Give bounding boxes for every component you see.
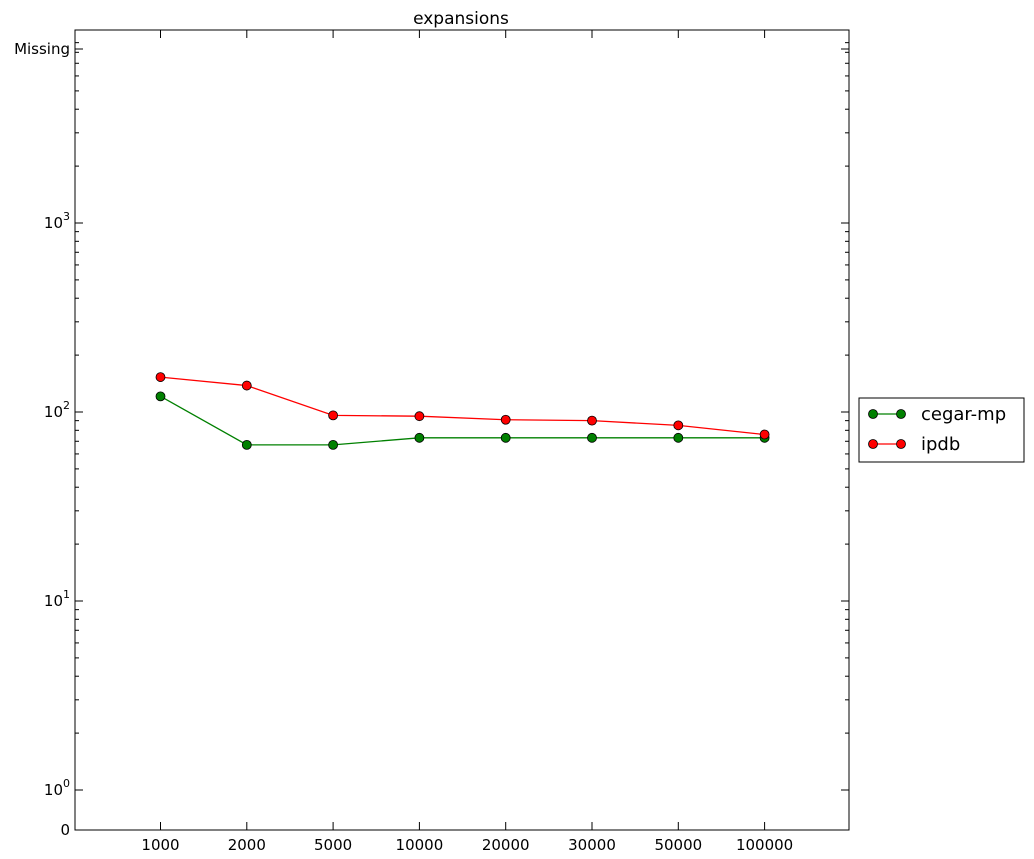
series-layer [155, 372, 770, 450]
data-point-ipdb [328, 410, 339, 421]
legend-marker-ipdb [868, 439, 878, 449]
y-tick-label: 102 [44, 399, 70, 421]
data-point-ipdb [500, 414, 511, 425]
legend-marker-ipdb [896, 439, 906, 449]
y-tick-label: 103 [44, 210, 70, 232]
data-point-ipdb [587, 415, 597, 426]
x-tick-label: 30000 [568, 836, 616, 854]
x-tick-label: 2000 [228, 836, 266, 854]
series-line-cegar-mp [160, 395, 765, 446]
y-axis-labels: 0 100 101 102 103 Missing [14, 40, 70, 839]
data-point-ipdb [759, 429, 770, 440]
legend: cegar-mp ipdb [858, 397, 1025, 463]
y-tick-label: 0 [60, 821, 70, 839]
data-point-cegar-mp [673, 432, 684, 443]
data-point-cegar-mp [241, 439, 252, 450]
x-tick-label: 50000 [654, 836, 702, 854]
data-point-ipdb [673, 420, 684, 431]
data-point-ipdb [414, 411, 425, 422]
data-point-cegar-mp [414, 432, 425, 443]
data-point-ipdb [155, 372, 166, 382]
y-tick-label: Missing [14, 40, 70, 58]
y-major-ticks [75, 48, 849, 831]
legend-label-ipdb: ipdb [921, 434, 960, 455]
series-line-ipdb [160, 376, 765, 436]
chart-title: expansions [413, 9, 509, 29]
x-tick-label: 20000 [482, 836, 530, 854]
y-tick-label: 101 [44, 588, 70, 610]
x-axis-labels: 1000 2000 5000 10000 20000 30000 50000 100000 [141, 836, 793, 854]
legend-marker-cegar-mp [868, 409, 878, 419]
data-point-ipdb [241, 380, 252, 391]
y-minor-ticks [75, 42, 849, 734]
x-tick-label: 100000 [736, 836, 793, 854]
y-tick-label: 100 [44, 777, 70, 799]
legend-box [858, 397, 1025, 463]
x-tick-label: 10000 [396, 836, 444, 854]
x-tick-label: 1000 [141, 836, 179, 854]
data-point-cegar-mp [587, 432, 597, 443]
legend-label-cegar-mp: cegar-mp [921, 404, 1006, 425]
data-point-cegar-mp [500, 432, 511, 443]
x-ticks [160, 30, 766, 830]
x-tick-label: 5000 [314, 836, 352, 854]
data-point-cegar-mp [328, 439, 339, 450]
data-point-cegar-mp [155, 391, 166, 402]
legend-marker-cegar-mp [896, 409, 906, 419]
plot-area [74, 29, 850, 831]
